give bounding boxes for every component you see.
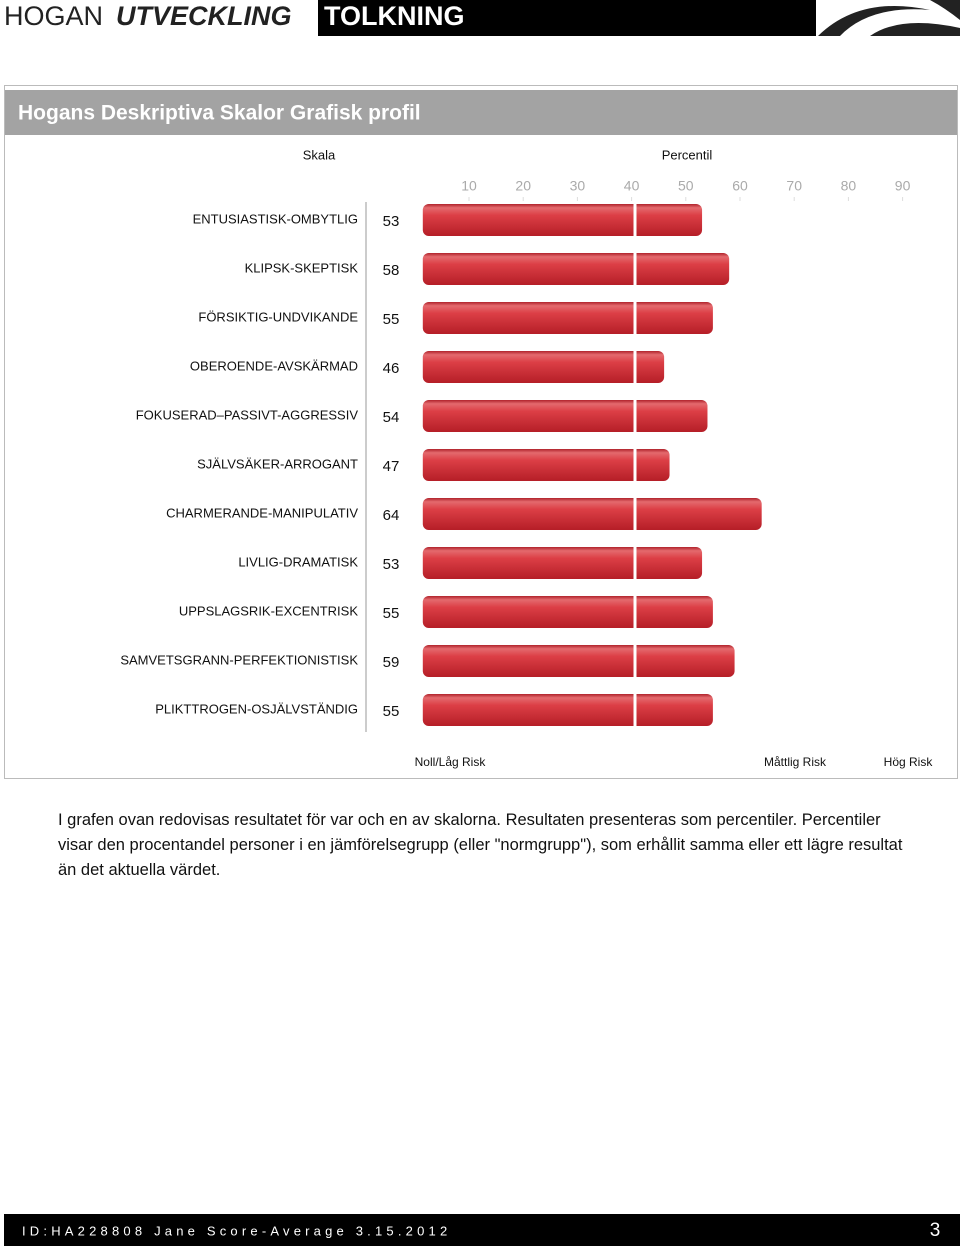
bar xyxy=(422,204,703,236)
bar xyxy=(422,547,703,579)
footer-bar xyxy=(4,1214,960,1246)
bar xyxy=(422,400,708,432)
logo xyxy=(818,0,960,36)
x-tick-label: 50 xyxy=(678,178,694,194)
category-label: FÖRSIKTIG-UNDVIKANDE xyxy=(198,309,358,324)
category-label: PLIKTTROGEN-OSJÄLVSTÄNDIG xyxy=(155,701,358,716)
bar xyxy=(422,645,735,677)
x-tick-label: 40 xyxy=(624,178,640,194)
bar xyxy=(422,253,730,285)
page-number: 3 xyxy=(930,1220,941,1241)
bar xyxy=(422,302,713,334)
value-label: 64 xyxy=(383,507,400,524)
value-label: 46 xyxy=(383,360,400,377)
section-bar xyxy=(318,0,816,36)
category-label: CHARMERANDE-MANIPULATIV xyxy=(166,505,358,520)
category-label: LIVLIG-DRAMATISK xyxy=(238,554,358,569)
x-tick-label: 80 xyxy=(841,178,857,194)
value-label: 53 xyxy=(383,213,400,230)
body-text: I grafen ovan redovisas resultatet för v… xyxy=(58,811,903,879)
x-tick-label: 20 xyxy=(515,178,531,194)
category-label: SAMVETSGRANN-PERFEKTIONISTISK xyxy=(120,652,358,667)
x-tick-label: 70 xyxy=(786,178,802,194)
value-label: 47 xyxy=(383,458,400,475)
value-label: 55 xyxy=(383,703,400,720)
zone-label: Hög Risk xyxy=(884,755,934,769)
x-tick-label: 10 xyxy=(461,178,477,194)
x-tick-label: 90 xyxy=(895,178,911,194)
chart-title: Hogans Deskriptiva Skalor Grafisk profil xyxy=(18,102,421,125)
bar xyxy=(422,351,665,383)
value-label: 59 xyxy=(383,654,400,671)
section-title: TOLKNING xyxy=(324,1,465,31)
value-label: 53 xyxy=(383,556,400,573)
value-label: 54 xyxy=(383,409,400,426)
brand-bold: UTVECKLING xyxy=(116,1,292,31)
category-label: ENTUSIASTISK-OMBYTLIG xyxy=(193,211,358,226)
category-label: FOKUSERAD–PASSIVT-AGGRESSIV xyxy=(136,407,359,422)
category-label: UPPSLAGSRIK-EXCENTRISK xyxy=(179,603,358,618)
x-label: Percentil xyxy=(662,147,713,162)
category-label: KLIPSK-SKEPTISK xyxy=(245,260,359,275)
bar xyxy=(422,694,713,726)
brand-light: HOGAN xyxy=(4,1,103,31)
category-label: OBEROENDE-AVSKÄRMAD xyxy=(190,358,358,373)
bar xyxy=(422,449,670,481)
zone-label: Måttlig Risk xyxy=(764,755,827,769)
category-header: Skala xyxy=(303,147,336,162)
bar xyxy=(422,596,713,628)
value-label: 55 xyxy=(383,605,400,622)
x-tick-label: 30 xyxy=(570,178,586,194)
title-bar xyxy=(5,90,957,135)
bar xyxy=(422,498,762,530)
footer-id: ID:HA228808 Jane Score-Average 3.15.2012 xyxy=(22,1223,451,1238)
zone-label: Noll/Låg Risk xyxy=(415,755,487,769)
category-label: SJÄLVSÄKER-ARROGANT xyxy=(197,456,358,471)
value-label: 55 xyxy=(383,311,400,328)
x-tick-label: 60 xyxy=(732,178,748,194)
value-label: 58 xyxy=(383,262,400,279)
